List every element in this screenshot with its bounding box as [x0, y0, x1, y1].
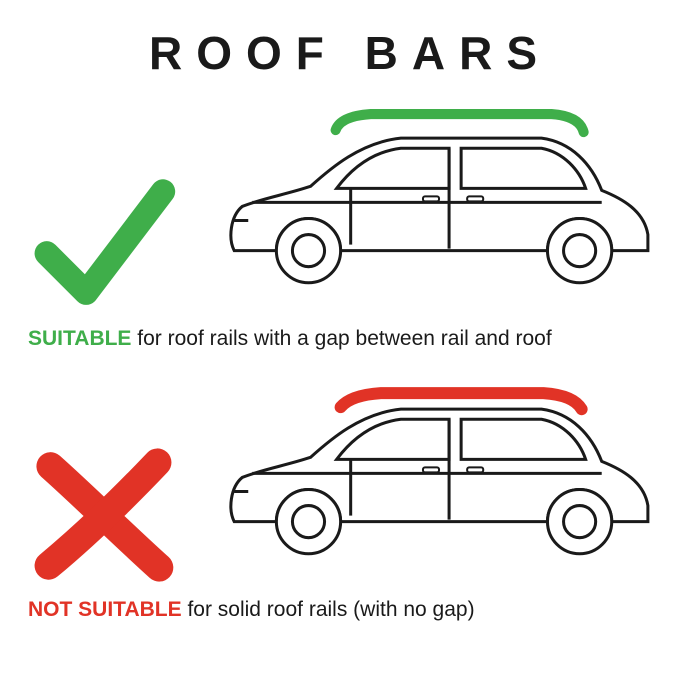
suitable-car-col: [190, 98, 672, 319]
check-icon-col: [28, 169, 178, 319]
rear-wheel-2: [547, 489, 611, 553]
cross-icon-col: [28, 440, 178, 590]
rear-wheel: [547, 218, 611, 282]
suitable-car: [190, 98, 672, 319]
page-title: ROOF BARS: [28, 26, 672, 80]
suitable-rest: for roof rails with a gap between rail a…: [131, 327, 551, 350]
not-suitable-car-col: [190, 369, 672, 590]
not-suitable-car: [190, 369, 672, 590]
not-suitable-caption: NOT SUITABLE for solid roof rails (with …: [28, 598, 672, 622]
suitable-caption: SUITABLE for roof rails with a gap betwe…: [28, 327, 672, 351]
roof-rail-gap: [336, 114, 584, 132]
front-wheel: [276, 218, 340, 282]
not-suitable-lead: NOT SUITABLE: [28, 598, 182, 621]
suitable-lead: SUITABLE: [28, 327, 131, 350]
check-path: [47, 191, 163, 292]
suitable-row: [28, 98, 672, 319]
cross-icon: [28, 440, 178, 590]
check-icon: [28, 169, 178, 319]
not-suitable-row: [28, 369, 672, 590]
not-suitable-rest: for solid roof rails (with no gap): [182, 598, 475, 621]
front-wheel-2: [276, 489, 340, 553]
roof-rail-solid: [341, 393, 582, 409]
